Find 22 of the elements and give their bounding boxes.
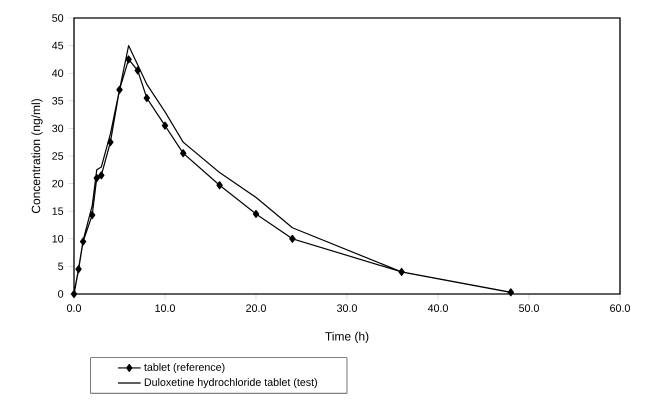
y-tick-label: 25: [52, 152, 64, 160]
y-tick-label: 10: [52, 235, 64, 243]
x-tick-label: 60.0: [610, 304, 630, 312]
y-tick-label: 20: [52, 180, 64, 188]
x-tick-label: 10.0: [155, 304, 175, 312]
x-tick-label: 0.0: [67, 304, 82, 312]
legend-label: tablet (reference): [144, 363, 224, 374]
x-tick-label: 40.0: [428, 304, 448, 312]
y-tick-label: 0: [58, 290, 64, 298]
y-tick-label: 15: [52, 207, 64, 215]
x-tick-label: 50.0: [519, 304, 539, 312]
y-axis-title: Concentration (ng/ml): [31, 99, 43, 214]
y-tick-label: 50: [52, 14, 64, 22]
y-tick-label: 30: [52, 124, 64, 132]
y-tick-label: 35: [52, 97, 64, 105]
y-tick-label: 40: [52, 69, 64, 77]
y-tick-label: 45: [52, 42, 64, 50]
y-tick-label: 5: [58, 262, 64, 270]
x-tick-label: 30.0: [337, 304, 357, 312]
legend-label: Duloxetine hydrochloride tablet (test): [144, 378, 317, 388]
x-axis-title: Time (h): [325, 332, 368, 343]
x-tick-label: 20.0: [246, 304, 266, 312]
